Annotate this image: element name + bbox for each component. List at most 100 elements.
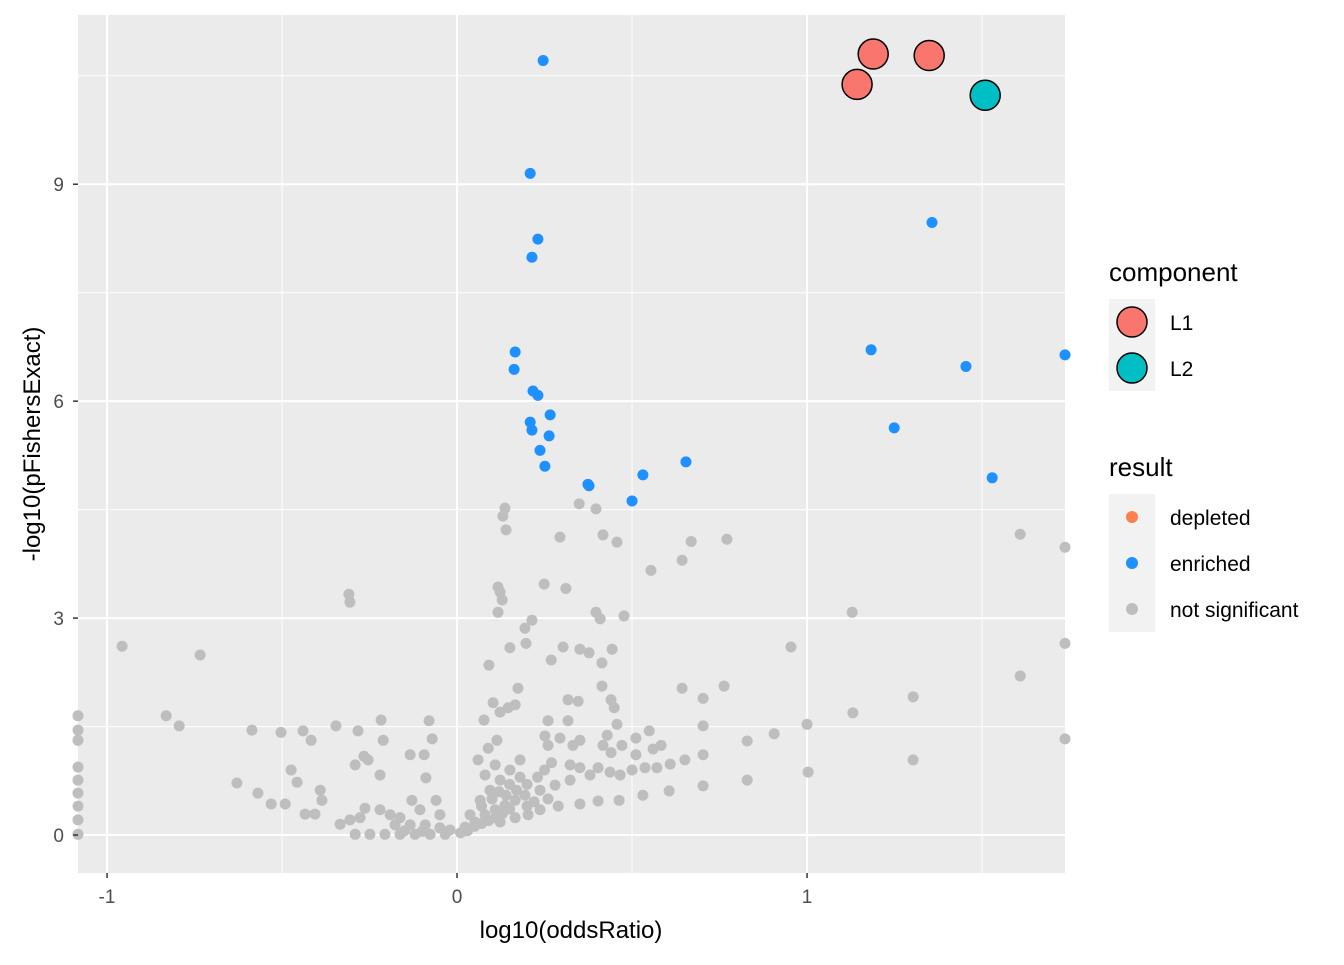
point-not-significant bbox=[479, 769, 491, 781]
point-not-significant bbox=[252, 787, 264, 799]
point-not-significant bbox=[604, 766, 616, 778]
point-not-significant bbox=[718, 680, 730, 692]
point-not-significant bbox=[542, 793, 554, 805]
point-not-significant bbox=[352, 725, 364, 737]
point-not-significant bbox=[194, 649, 206, 661]
plot-panel bbox=[78, 15, 1065, 873]
point-not-significant bbox=[116, 640, 128, 652]
point-not-significant bbox=[444, 824, 456, 836]
point-not-significant bbox=[618, 610, 630, 622]
legend-component: component L1 L2 bbox=[1109, 257, 1238, 391]
point-enriched bbox=[508, 363, 520, 375]
point-enriched bbox=[960, 360, 972, 372]
point-not-significant bbox=[655, 739, 667, 751]
point-not-significant bbox=[1014, 670, 1026, 682]
point-not-significant bbox=[72, 710, 84, 722]
point-not-significant bbox=[741, 735, 753, 747]
point-not-significant bbox=[679, 754, 691, 766]
point-not-significant bbox=[574, 734, 586, 746]
point-not-significant bbox=[785, 641, 797, 653]
legend-key-L2 bbox=[1116, 352, 1148, 384]
point-not-significant bbox=[375, 714, 387, 726]
y-axis-title: -log10(pFishersExact) bbox=[19, 327, 46, 562]
point-not-significant bbox=[522, 809, 534, 821]
point-not-significant bbox=[377, 734, 389, 746]
point-not-significant bbox=[494, 774, 506, 786]
x-tick-label: 1 bbox=[802, 887, 813, 908]
point-not-significant bbox=[549, 779, 561, 791]
point-not-significant bbox=[546, 757, 558, 769]
point-not-significant bbox=[601, 729, 613, 741]
point-not-significant bbox=[379, 828, 391, 840]
point-not-significant bbox=[476, 800, 488, 812]
point-not-significant bbox=[389, 819, 401, 831]
grid-lines bbox=[78, 15, 1065, 873]
legend-label: enriched bbox=[1170, 553, 1251, 576]
point-not-significant bbox=[616, 739, 628, 751]
legend-key-depleted bbox=[1126, 511, 1138, 523]
point-not-significant bbox=[907, 754, 919, 766]
point-not-significant bbox=[291, 776, 303, 788]
point-not-significant bbox=[514, 754, 526, 766]
axis-ticks bbox=[73, 183, 808, 878]
legend-key-L1 bbox=[1116, 306, 1148, 338]
point-not-significant bbox=[907, 691, 919, 703]
point-not-significant bbox=[509, 794, 521, 806]
point-not-significant bbox=[330, 720, 342, 732]
y-tick-label: 6 bbox=[53, 392, 64, 413]
point-not-significant bbox=[538, 578, 550, 590]
point-not-significant bbox=[560, 582, 572, 594]
point-not-significant bbox=[434, 822, 446, 834]
point-enriched bbox=[539, 460, 551, 472]
point-not-significant bbox=[554, 531, 566, 543]
point-enriched bbox=[544, 409, 556, 421]
point-not-significant bbox=[362, 754, 374, 766]
point-not-significant bbox=[496, 594, 508, 606]
point-not-significant bbox=[611, 536, 623, 548]
point-not-significant bbox=[573, 498, 585, 510]
x-tick-label: 0 bbox=[452, 887, 463, 908]
point-not-significant bbox=[554, 732, 566, 744]
point-not-significant bbox=[534, 784, 546, 796]
point-not-significant bbox=[572, 695, 584, 707]
point-not-significant bbox=[426, 733, 438, 745]
point-not-significant bbox=[504, 642, 516, 654]
legend-result: result depleted enriched not significant bbox=[1109, 452, 1299, 632]
legend-label: L1 bbox=[1170, 312, 1193, 335]
point-not-significant bbox=[532, 771, 544, 783]
point-not-significant bbox=[1059, 541, 1071, 553]
point-enriched bbox=[543, 430, 555, 442]
point-not-significant bbox=[643, 725, 655, 737]
point-enriched bbox=[1059, 349, 1071, 361]
point-enriched bbox=[626, 495, 638, 507]
point-not-significant bbox=[611, 718, 623, 730]
point-not-significant bbox=[802, 766, 814, 778]
point-not-significant bbox=[626, 764, 638, 776]
point-not-significant bbox=[487, 697, 499, 709]
point-not-significant bbox=[349, 759, 361, 771]
point-not-significant bbox=[645, 564, 657, 576]
point-not-significant bbox=[574, 762, 586, 774]
point-not-significant bbox=[297, 725, 309, 737]
legend-label: L2 bbox=[1170, 358, 1193, 381]
point-not-significant bbox=[592, 795, 604, 807]
point-not-significant bbox=[1059, 733, 1071, 745]
point-enriched bbox=[637, 469, 649, 481]
point-not-significant bbox=[509, 812, 521, 824]
point-not-significant bbox=[511, 784, 523, 796]
point-not-significant bbox=[344, 814, 356, 826]
point-not-significant bbox=[605, 747, 617, 759]
point-not-significant bbox=[512, 682, 524, 694]
point-not-significant bbox=[663, 785, 675, 797]
point-enriched bbox=[526, 251, 538, 263]
point-not-significant bbox=[697, 780, 709, 792]
point-not-significant bbox=[639, 762, 651, 774]
x-axis-title: log10(oddsRatio) bbox=[480, 917, 663, 944]
point-not-significant bbox=[1014, 528, 1026, 540]
point-not-significant bbox=[583, 647, 595, 659]
point-not-significant bbox=[539, 730, 551, 742]
point-not-significant bbox=[676, 682, 688, 694]
point-not-significant bbox=[279, 798, 291, 810]
point-not-significant bbox=[741, 774, 753, 786]
point-not-significant bbox=[676, 554, 688, 566]
